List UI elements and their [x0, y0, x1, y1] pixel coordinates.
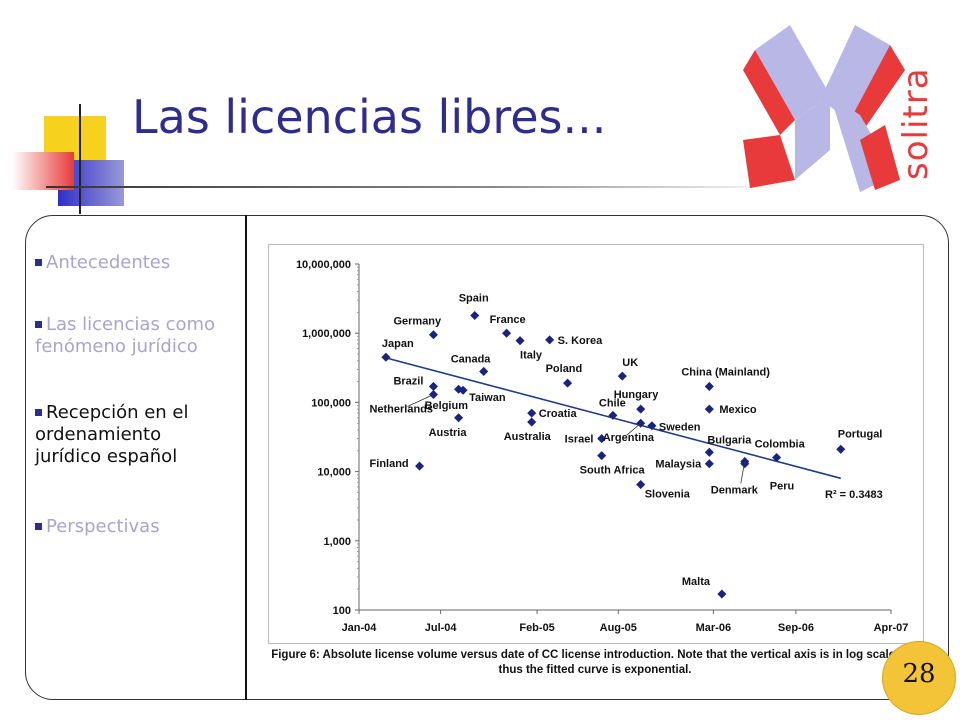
data-point [545, 335, 555, 345]
data-point [636, 404, 646, 414]
data-point [454, 413, 464, 423]
data-point [428, 389, 438, 400]
page-number-badge: 28 [882, 641, 956, 715]
data-point [717, 589, 727, 599]
data-point [836, 444, 846, 454]
data-point [502, 328, 512, 338]
point-label: Sweden [659, 422, 701, 434]
point-label: Slovenia [645, 489, 691, 501]
y-tick-label: 100,000 [311, 397, 351, 409]
bullet-icon [35, 321, 42, 328]
y-tick-label: 100 [333, 605, 351, 617]
chart-svg: 100 1,000 10,000 100,000 1,000,000 10,000,000… [296, 259, 909, 634]
x-tick-label: Feb-05 [519, 622, 554, 634]
point-label: Argentina [603, 432, 655, 444]
point-label: Malaysia [655, 459, 702, 471]
decor-red-square [12, 152, 74, 190]
point-label: Brazil [393, 375, 423, 387]
data-point [563, 378, 573, 388]
y-tick-label: 1,000,000 [302, 328, 351, 340]
point-label: Finland [370, 458, 409, 470]
x-tick-label: Apr-07 [874, 622, 909, 634]
label-leader-line [626, 422, 641, 436]
point-label: Bulgaria [707, 434, 752, 446]
point-label: Croatia [539, 408, 578, 420]
data-point [428, 381, 438, 391]
data-point [479, 366, 489, 376]
point-label: Canada [451, 353, 492, 365]
point-label: Japan [382, 338, 414, 350]
x-tick-label: Aug-05 [600, 622, 637, 634]
page-title: Las licencias libres... [132, 90, 607, 144]
point-label: S. Korea [558, 335, 604, 347]
data-point [470, 311, 480, 321]
decor-vertical-line [79, 104, 81, 214]
point-label: Australia [504, 431, 552, 443]
logo-text: solitra [896, 67, 936, 180]
point-label: UK [622, 357, 638, 369]
point-label: Colombia [755, 438, 806, 450]
point-label: Taiwan [469, 392, 506, 404]
y-tick-label: 10,000,000 [296, 259, 351, 271]
point-label: France [490, 314, 526, 326]
nav-item-antecedentes[interactable]: Antecedentes [35, 252, 245, 274]
point-label: Italy [520, 350, 543, 362]
point-label: Germany [393, 316, 442, 328]
decor-horizontal-line [46, 186, 786, 188]
label-leader-line [407, 394, 434, 407]
point-label: Belgium [425, 400, 469, 412]
point-label: Poland [546, 363, 583, 375]
point-label: Hungary [614, 389, 660, 401]
data-point [428, 330, 438, 340]
point-label: Spain [459, 293, 489, 305]
label-leader-line [740, 461, 746, 484]
point-label: Israel [565, 434, 594, 446]
point-label: Portugal [838, 428, 883, 440]
point-label: Netherlands [369, 404, 433, 416]
data-point [608, 410, 618, 420]
figure-caption: Figure 6: Absolute license volume versus… [271, 649, 919, 676]
x-tick-label: Jan-04 [342, 622, 378, 634]
page-number: 28 [902, 659, 936, 689]
x-tick-label: Mar-06 [696, 622, 731, 634]
content-divider [245, 215, 247, 700]
data-point [527, 408, 537, 418]
nav-item-perspectivas[interactable]: Perspectivas [35, 516, 245, 538]
content-frame [25, 215, 949, 700]
bullet-icon [35, 523, 42, 530]
bullet-icon [35, 259, 42, 266]
data-point [597, 451, 607, 461]
data-point [381, 352, 391, 362]
x-tick-label: Sep-06 [778, 622, 814, 634]
point-label: Chile [599, 397, 626, 409]
y-tick-label: 1,000 [323, 536, 351, 548]
point-label: Malta [682, 576, 711, 588]
point-label: Denmark [711, 484, 759, 496]
point-label: Austria [429, 427, 468, 439]
point-label: South Africa [580, 465, 646, 477]
point-label: China (Mainland) [681, 366, 770, 378]
y-tick-label: 10,000 [317, 467, 351, 479]
x-tick-label: Jul-04 [425, 622, 458, 634]
data-point [704, 404, 714, 414]
data-point [515, 336, 525, 346]
bullet-icon [35, 409, 42, 416]
point-label: Peru [770, 481, 794, 493]
solitra-logo: solitra [743, 25, 936, 192]
data-point [527, 417, 537, 427]
data-point [704, 459, 714, 469]
nav-item-recepcion[interactable]: Recepción en el ordenamiento jurídico es… [35, 402, 189, 467]
license-volume-chart: 100 1,000 10,000 100,000 1,000,000 10,000,000… [268, 244, 924, 644]
data-point [704, 381, 714, 391]
point-label: Mexico [719, 404, 757, 416]
data-point [415, 461, 425, 471]
r-squared-annotation: R² = 0.3483 [825, 489, 883, 501]
data-point [617, 371, 627, 381]
data-point [704, 447, 714, 457]
nav-item-licencias[interactable]: Las licencias como fenómeno jurídico [35, 314, 216, 357]
